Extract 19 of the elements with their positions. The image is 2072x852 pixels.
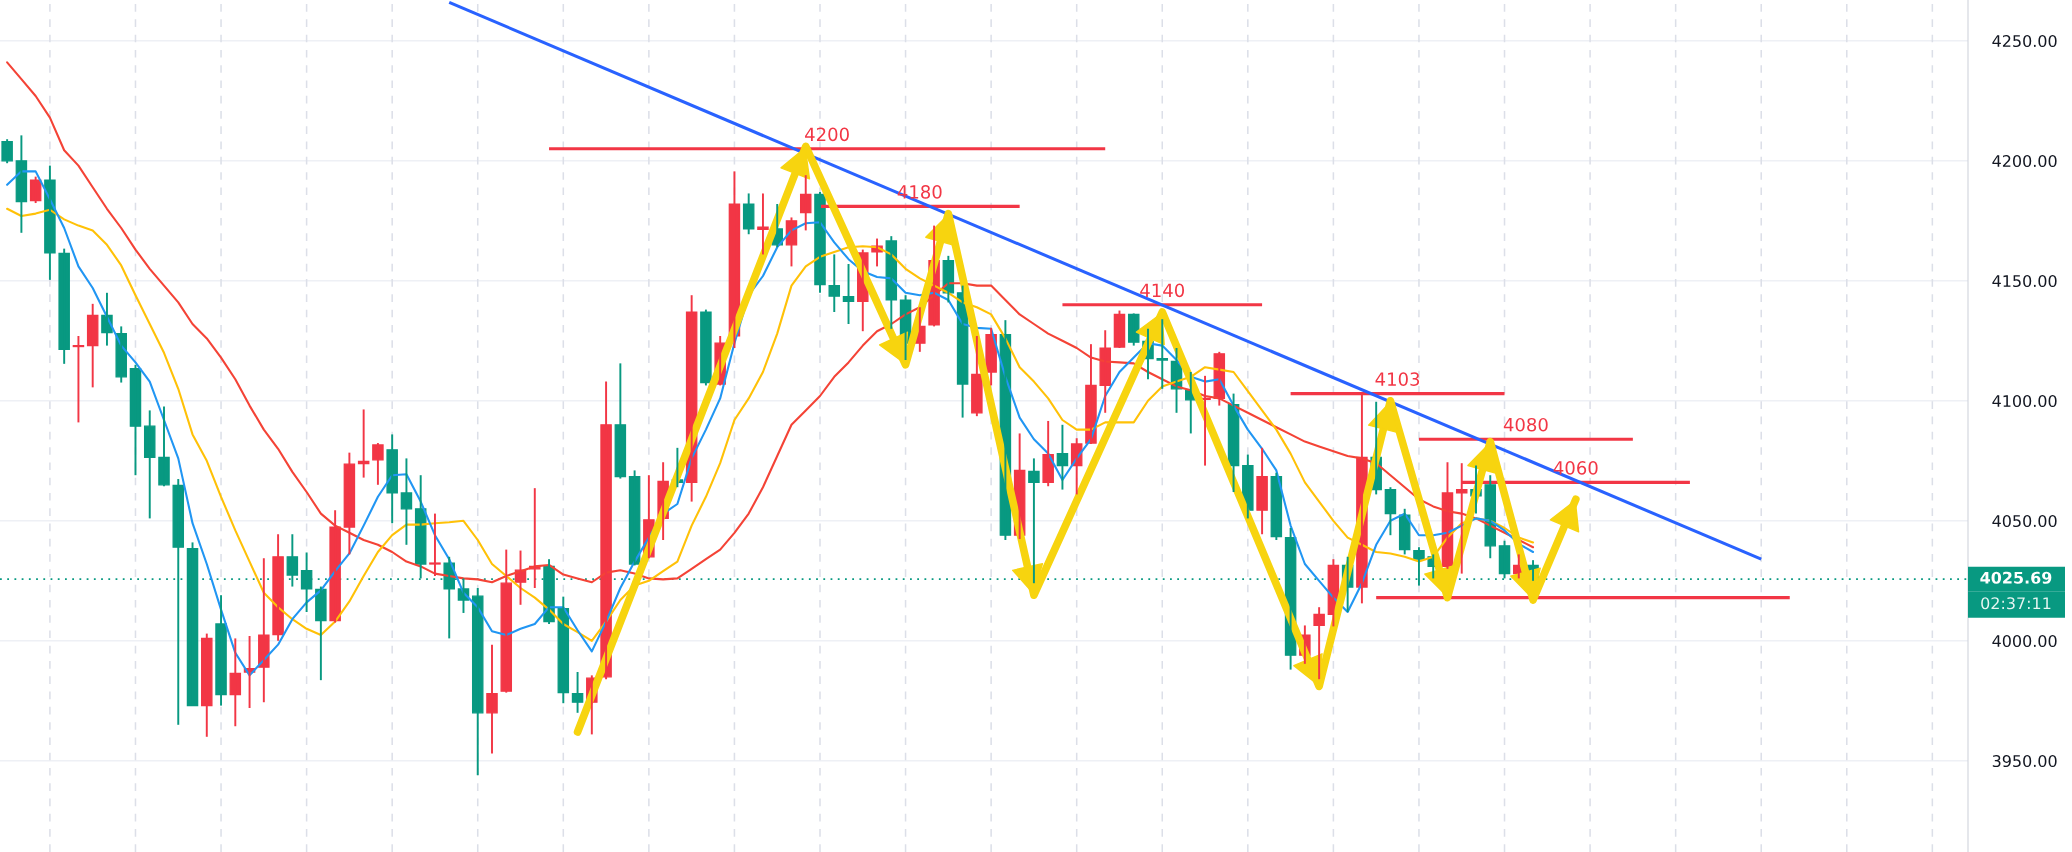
series-label: 4060	[1553, 461, 1598, 475]
candlestick	[429, 512, 441, 577]
candlestick	[1156, 318, 1169, 390]
series-label: 4140	[1140, 283, 1185, 298]
y-tick-label: 4100.00	[1992, 395, 2057, 408]
y-tick-label: 4200.00	[1992, 155, 2057, 168]
series-label: 4180	[897, 185, 942, 199]
y-tick-label: 4050.00	[1992, 515, 2057, 528]
series-label: 4103	[1375, 372, 1420, 386]
y-tick-label: 4250.00	[1992, 35, 2057, 48]
series-label: 4200	[805, 127, 849, 142]
candlestick	[757, 192, 769, 256]
candlestick	[828, 253, 841, 313]
ref-line-label: 4025.69	[1980, 571, 2052, 584]
y-tick-label: 4150.00	[1992, 275, 2057, 288]
series-label: 4080	[1503, 417, 1548, 432]
y-tick-label: 4000.00	[1992, 635, 2057, 648]
y-tick-label: 3950.00	[1992, 755, 2057, 768]
text: 02:37:11	[1981, 597, 2051, 610]
